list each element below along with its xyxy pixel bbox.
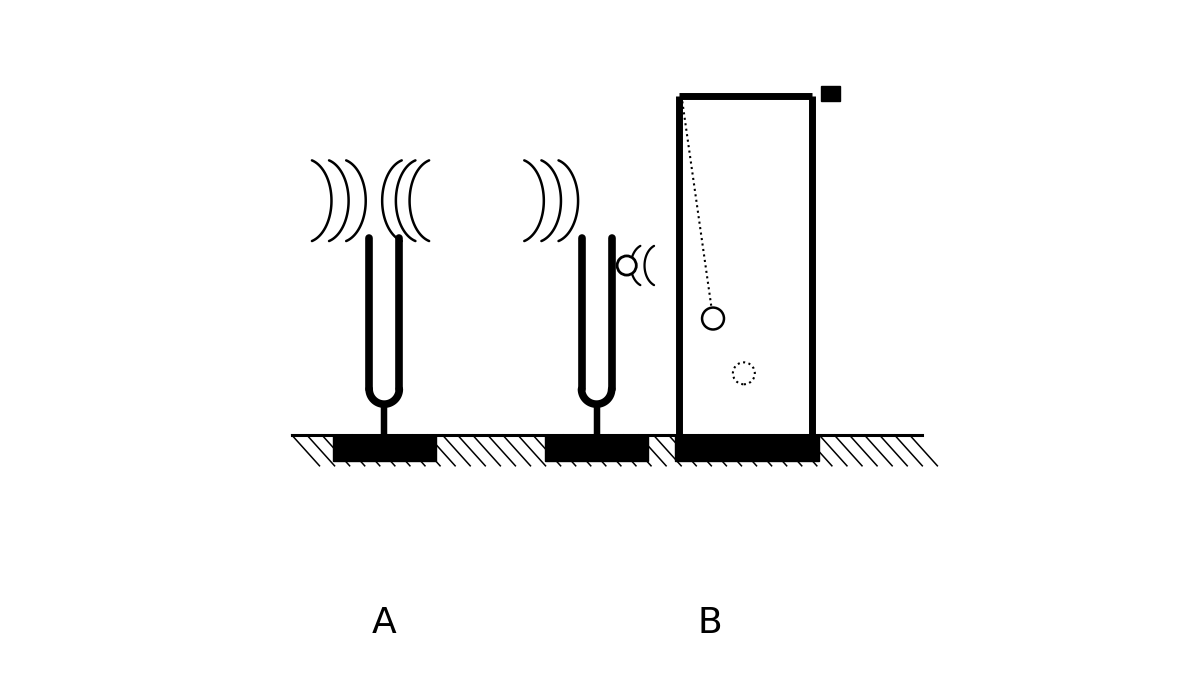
Circle shape <box>702 308 724 329</box>
Bar <box>821 86 840 101</box>
Circle shape <box>733 362 755 384</box>
Bar <box>676 435 820 461</box>
Bar <box>332 435 436 461</box>
Text: B: B <box>697 606 722 640</box>
Circle shape <box>617 256 636 275</box>
Text: A: A <box>372 606 396 640</box>
Bar <box>545 435 648 461</box>
